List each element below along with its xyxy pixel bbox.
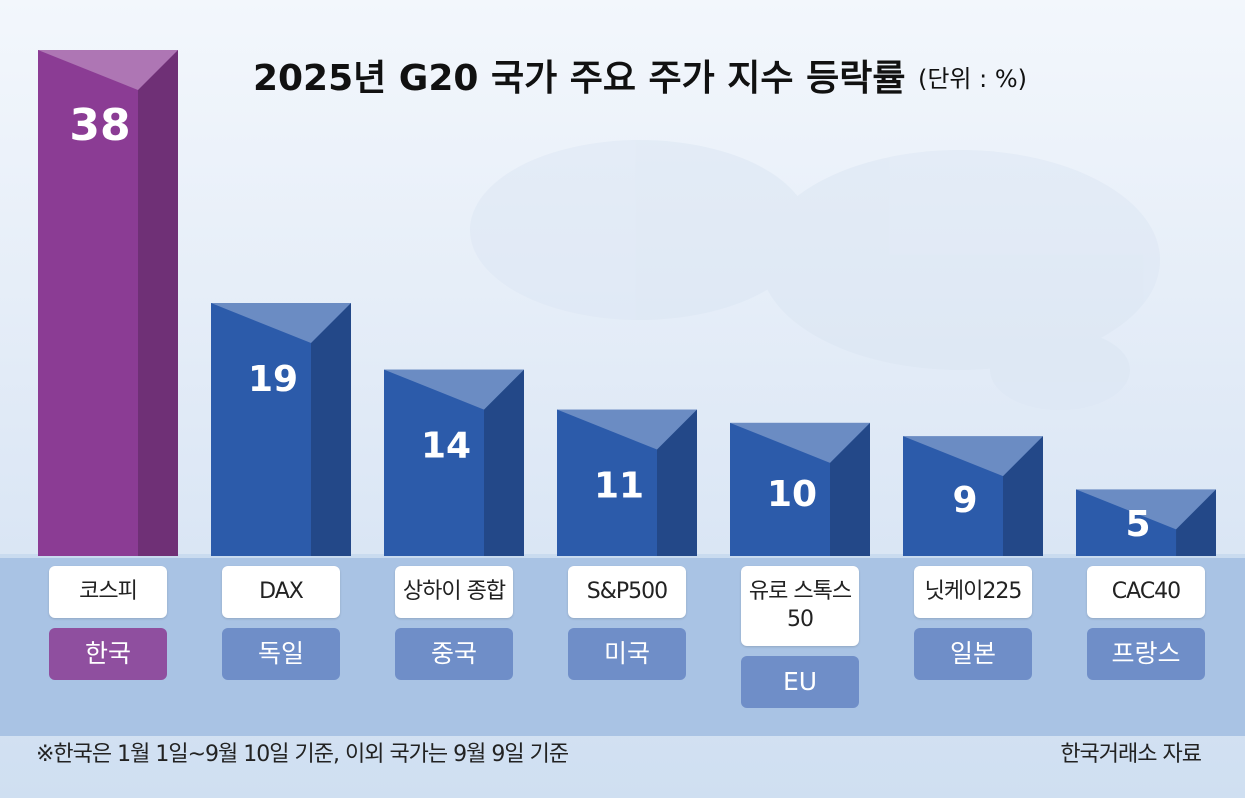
bar-top — [211, 303, 351, 343]
unit-text: (단위 : %) — [918, 65, 1027, 93]
value-label: 11 — [594, 466, 644, 507]
bar-top — [557, 409, 697, 450]
bar-top — [384, 369, 524, 410]
bar-side — [138, 50, 178, 556]
bar — [903, 436, 1043, 556]
bar — [557, 409, 697, 556]
bar — [730, 422, 870, 556]
value-label: 9 — [952, 480, 977, 521]
value-label: 19 — [248, 359, 298, 400]
bar — [38, 50, 178, 556]
category-column: CAC40 프랑스 — [1076, 566, 1216, 680]
group-label: 프랑스 — [1087, 628, 1205, 680]
bar — [384, 369, 524, 556]
bar-side — [1003, 436, 1043, 556]
group-label: EU — [741, 656, 859, 708]
group-label: 독일 — [222, 628, 340, 680]
category-label: CAC40 — [1087, 566, 1205, 618]
category-label: 코스피 — [49, 566, 167, 618]
category-column: 닛케이225 일본 — [903, 566, 1043, 680]
chart-title: 2025년 G20 국가 주요 주가 지수 등락률 (단위 : %) — [253, 58, 1027, 99]
source: 한국거래소 자료 — [1060, 742, 1202, 767]
group-label: 중국 — [395, 628, 513, 680]
category-label: 상하이 종합 — [395, 566, 513, 618]
category-column: S&P500 미국 — [557, 566, 697, 680]
value-label: 38 — [69, 100, 130, 151]
category-label: 닛케이225 — [914, 566, 1032, 618]
category-column: 유로 스톡스50 EU — [730, 566, 870, 708]
bar-top — [1076, 489, 1216, 530]
bar-top — [903, 436, 1043, 477]
category-label: DAX — [222, 566, 340, 618]
value-label: 5 — [1125, 504, 1150, 545]
category-label: 유로 스톡스50 — [741, 566, 859, 646]
title-text: 2025년 G20 국가 주요 주가 지수 등락률 — [253, 58, 905, 99]
bar — [211, 303, 351, 556]
value-label: 10 — [767, 474, 817, 515]
category-column: DAX 독일 — [211, 566, 351, 680]
bar-top — [730, 422, 870, 463]
group-label: 미국 — [568, 628, 686, 680]
category-label: S&P500 — [568, 566, 686, 618]
bar-top — [38, 50, 178, 90]
value-label: 14 — [421, 426, 471, 467]
bar-side — [484, 369, 524, 556]
bar-side — [311, 303, 351, 556]
group-label: 일본 — [914, 628, 1032, 680]
bar — [1076, 489, 1216, 556]
bar-side — [657, 409, 697, 556]
group-label: 한국 — [49, 628, 167, 680]
bar-side — [830, 422, 870, 556]
decoration — [470, 140, 1160, 410]
footnote: ※한국은 1월 1일~9월 10일 기준, 이외 국가는 9월 9일 기준 — [36, 742, 569, 767]
bar-side — [1176, 489, 1216, 556]
